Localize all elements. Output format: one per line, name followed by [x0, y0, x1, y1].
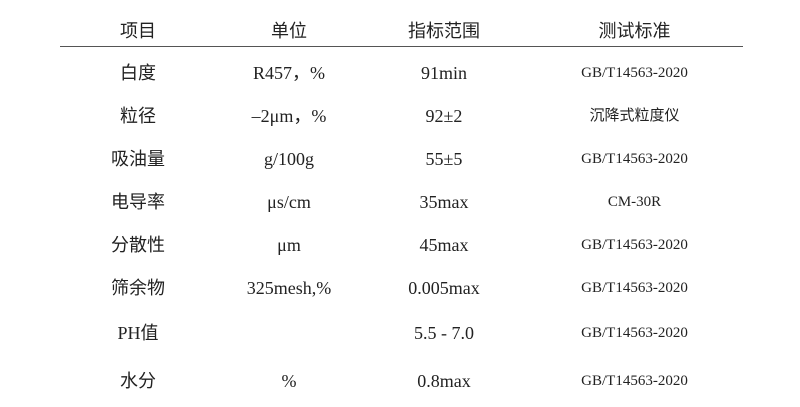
cell-range: 0.005max — [408, 278, 480, 298]
cell-unit: % — [281, 371, 297, 391]
cell-range: 45max — [419, 235, 469, 255]
cell-standard: GB/T14563-2020 — [581, 151, 688, 167]
cell-range: 5.5 - 7.0 — [414, 323, 474, 343]
cell-range: 55±5 — [425, 149, 463, 169]
table-row: 电导率 μs/cm 35max CM-30R — [60, 187, 743, 217]
cell-item: 粒径 — [120, 106, 156, 126]
table-row: 粒径 –2μm，% 92±2 沉降式粒度仪 — [60, 101, 743, 131]
cell-unit: –2μm，% — [251, 106, 327, 126]
cell-range: 91min — [420, 63, 467, 83]
cell-item: PH值 — [117, 323, 159, 343]
cell-unit: μm — [277, 235, 301, 255]
cell-item: 白度 — [120, 63, 156, 83]
table-header-row: 项目 单位 指标范围 测试标准 — [60, 16, 743, 46]
cell-item: 吸油量 — [111, 149, 165, 169]
cell-standard: GB/T14563-2020 — [581, 280, 688, 296]
table-row: 水分 % 0.8max GB/T14563-2020 — [60, 366, 743, 396]
cell-standard: GB/T14563-2020 — [581, 237, 688, 253]
cell-standard: GB/T14563-2020 — [581, 65, 688, 81]
header-standard: 测试标准 — [598, 21, 671, 41]
header-unit: 单位 — [271, 21, 307, 41]
table-row: PH值 5.5 - 7.0 GB/T14563-2020 — [60, 318, 743, 348]
header-item: 项目 — [120, 21, 156, 41]
cell-unit: μs/cm — [267, 192, 311, 212]
header-divider — [60, 46, 743, 47]
cell-standard: GB/T14563-2020 — [581, 373, 688, 389]
table-row: 白度 R457，% 91min GB/T14563-2020 — [60, 58, 743, 88]
table-row: 筛余物 325mesh,% 0.005max GB/T14563-2020 — [60, 273, 743, 303]
cell-unit: R457，% — [253, 63, 325, 83]
cell-item: 水分 — [120, 371, 156, 391]
cell-unit: g/100g — [263, 149, 314, 169]
header-range: 指标范围 — [408, 21, 480, 41]
cell-item: 电导率 — [111, 192, 165, 212]
cell-range: 92±2 — [425, 106, 463, 126]
cell-unit: 325mesh,% — [246, 278, 332, 298]
cell-range: 35max — [419, 192, 469, 212]
cell-standard: GB/T14563-2020 — [581, 325, 688, 341]
table-row: 分散性 μm 45max GB/T14563-2020 — [60, 230, 743, 260]
cell-unit — [216, 318, 362, 348]
cell-item: 筛余物 — [111, 278, 165, 298]
cell-standard: 沉降式粒度仪 — [589, 108, 680, 124]
cell-range: 0.8max — [417, 371, 471, 391]
cell-item: 分散性 — [111, 235, 165, 255]
cell-standard: CM-30R — [607, 194, 662, 210]
table-row: 吸油量 g/100g 55±5 GB/T14563-2020 — [60, 144, 743, 174]
